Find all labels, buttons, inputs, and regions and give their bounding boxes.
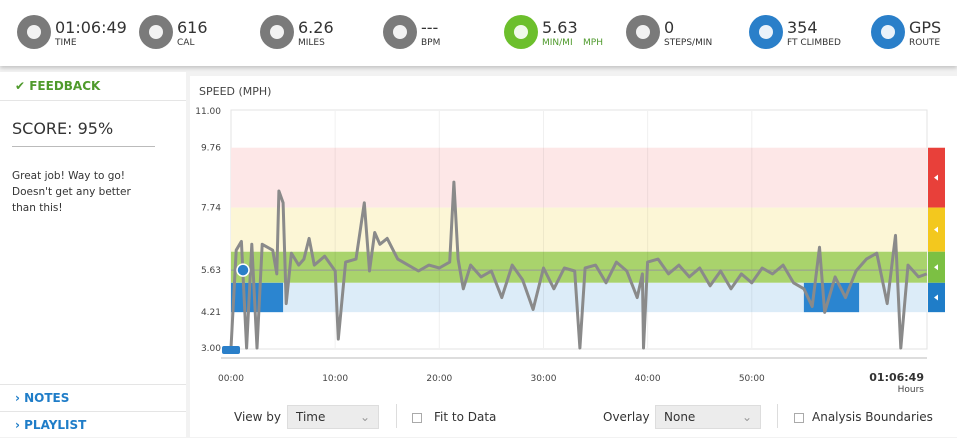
x-tick-label: 30:00 [531, 374, 557, 384]
stat-icon-glyph [514, 25, 528, 39]
zone-band [231, 207, 927, 252]
stat-icon [749, 15, 783, 49]
stat-value: --- [421, 18, 439, 37]
overlay-select[interactable]: None ⌄ [655, 405, 761, 429]
stat-value: 01:06:49 [55, 18, 127, 37]
stat-icon-glyph [881, 25, 895, 39]
view-by-label: View by [234, 410, 282, 424]
zone-band [231, 251, 927, 283]
overlay-label: Overlay [603, 410, 650, 424]
stat-icon [17, 15, 51, 49]
boundaries-label: Analysis Boundaries [812, 410, 933, 424]
stat-value: 0 [664, 18, 675, 37]
stat-value: 5.63 [542, 18, 578, 37]
y-tick-label: 9.76 [201, 144, 221, 154]
notes-text: NOTES [24, 391, 70, 405]
stat-icon [871, 15, 905, 49]
stat-label: TIME [55, 38, 77, 48]
stat-icon [383, 15, 417, 49]
x-tick-label: 40:00 [635, 374, 661, 384]
view-by-value: Time [296, 410, 326, 424]
fit-label: Fit to Data [434, 410, 497, 424]
stat-label: CAL [177, 38, 195, 48]
stat-value: GPS [909, 18, 942, 37]
x-tick-label: 10:00 [322, 374, 348, 384]
stat-icon-glyph [759, 25, 773, 39]
scrub-handle [222, 346, 240, 354]
x-end-unit: Hours [898, 385, 925, 395]
feedback-line: than this! [12, 202, 63, 214]
fit-checkbox[interactable] [412, 413, 422, 423]
overlay-value: None [664, 410, 696, 424]
stat-label: MILES [298, 38, 325, 48]
speed-line [229, 180, 928, 350]
stat-icon-glyph [27, 25, 41, 39]
y-tick-label: 4.21 [201, 308, 221, 318]
y-tick-label: 5.63 [201, 266, 221, 276]
boundaries-checkbox[interactable] [794, 413, 804, 423]
zone-band [231, 147, 927, 208]
x-tick-label: 20:00 [426, 374, 452, 384]
zone-arrow [934, 226, 938, 233]
highlight [231, 282, 284, 313]
view-by-select[interactable]: Time ⌄ [287, 405, 379, 429]
zone-arrow [934, 174, 938, 181]
stat-label: STEPS/MIN [664, 38, 713, 48]
y-tick-label: 11.00 [195, 107, 221, 117]
zone-arrow [934, 294, 938, 301]
stat-label: MIN/MI [542, 38, 573, 48]
feedback-title: ✔︎ FEEDBACK [15, 79, 101, 93]
stat-icon-glyph [270, 25, 284, 39]
stat-icon [504, 15, 538, 49]
x-end-label: 01:06:49 [869, 371, 924, 384]
stat-label2: MPH [583, 38, 603, 48]
stat-icon-glyph [149, 25, 163, 39]
stat-icon-glyph [636, 25, 650, 39]
playlist-text: PLAYLIST [24, 418, 87, 432]
stat-value: 354 [787, 18, 818, 37]
stat-label: FT CLIMBED [787, 38, 841, 48]
stat-label: ROUTE [909, 38, 941, 48]
feedback-text: FEEDBACK [29, 79, 101, 93]
chart-title: SPEED (MPH) [199, 85, 271, 98]
y-tick-label: 3.00 [201, 344, 221, 354]
stat-icon [260, 15, 294, 49]
stats-bar: 01:06:49 TIME 616 CAL 6.26 MILES --- BPM 5.63 MIN… [0, 0, 957, 66]
x-tick-label: 00:00 [218, 374, 244, 384]
y-tick-label: 7.74 [201, 204, 221, 214]
feedback-line: Great job! Way to go! [12, 170, 125, 182]
feedback-message: Great job! Way to go! Doesn't get any be… [12, 168, 131, 216]
stat-label: BPM [421, 38, 441, 48]
stat-icon [139, 15, 173, 49]
divider [396, 404, 397, 428]
current-marker [236, 263, 250, 277]
notes-tab[interactable]: › NOTES [0, 384, 186, 411]
x-tick-label: 50:00 [739, 374, 765, 384]
side-panel: ✔︎ FEEDBACK SCORE: 95% Great job! Way to… [0, 72, 186, 437]
stat-value: 6.26 [298, 18, 334, 37]
feedback-line: Doesn't get any better [12, 186, 131, 198]
zone-arrow [934, 264, 938, 271]
score: SCORE: 95% [12, 119, 155, 147]
stat-value: 616 [177, 18, 208, 37]
stat-icon [626, 15, 660, 49]
feedback-header[interactable]: ✔︎ FEEDBACK [0, 72, 186, 101]
divider [777, 404, 778, 428]
stat-icon-glyph [393, 25, 407, 39]
playlist-tab[interactable]: › PLAYLIST [0, 411, 186, 438]
